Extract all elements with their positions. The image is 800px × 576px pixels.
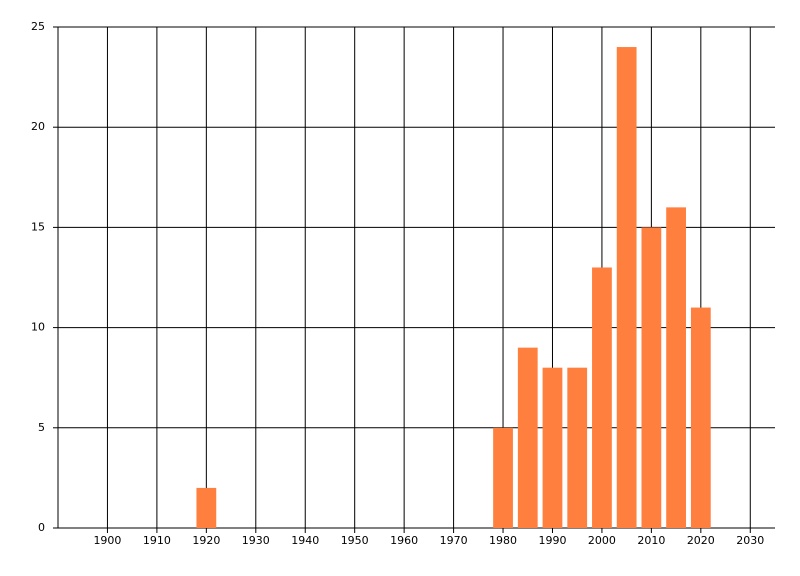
x-tick-label: 1980 <box>489 534 517 547</box>
x-tick-label: 2000 <box>588 534 616 547</box>
bar <box>493 427 513 528</box>
x-tick-label: 1910 <box>143 534 171 547</box>
bar <box>517 347 538 528</box>
x-tick-label: 1940 <box>291 534 319 547</box>
bar <box>592 267 612 528</box>
x-tick-label: 2020 <box>687 534 715 547</box>
bar <box>641 227 662 528</box>
bar <box>666 207 686 529</box>
y-tick-label: 10 <box>31 321 45 334</box>
bar <box>690 307 711 528</box>
x-tick-label: 1970 <box>440 534 468 547</box>
x-tick-label: 2030 <box>736 534 764 547</box>
x-tick-label: 1950 <box>341 534 369 547</box>
x-tick-label: 1960 <box>390 534 418 547</box>
bar <box>567 367 588 528</box>
x-tick-label: 1900 <box>93 534 121 547</box>
bar <box>616 47 637 528</box>
y-tick-label: 0 <box>38 521 45 534</box>
y-tick-label: 20 <box>31 120 45 133</box>
x-tick-label: 1930 <box>242 534 270 547</box>
bar <box>542 367 563 528</box>
y-tick-label: 25 <box>31 20 45 33</box>
y-tick-label: 15 <box>31 220 45 233</box>
x-tick-label: 2010 <box>637 534 665 547</box>
x-tick-label: 1920 <box>192 534 220 547</box>
y-tick-label: 5 <box>38 421 45 434</box>
bar <box>196 487 217 528</box>
x-tick-label: 1990 <box>538 534 566 547</box>
